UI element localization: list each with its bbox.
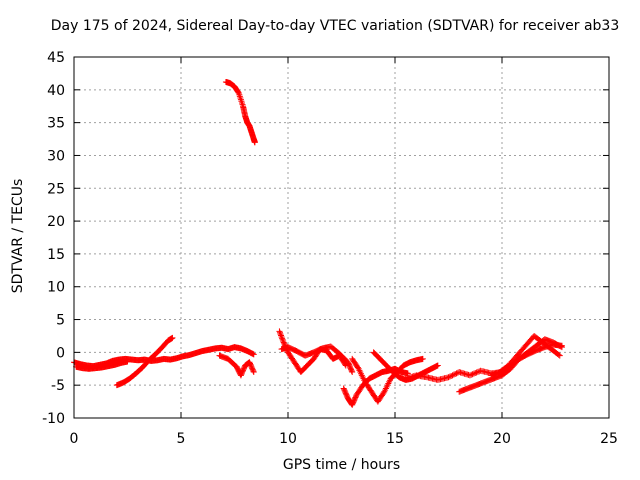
chart-title: Day 175 of 2024, Sidereal Day-to-day VTE… — [50, 18, 620, 34]
x-tick-label: 5 — [177, 431, 186, 447]
y-tick-label: 30 — [47, 148, 65, 164]
data-point — [448, 372, 455, 379]
y-tick-label: 0 — [56, 345, 65, 361]
data-point — [404, 370, 411, 377]
data-point — [449, 372, 456, 379]
x-tick-label: 0 — [70, 431, 79, 447]
y-tick-label: 5 — [56, 313, 65, 329]
y-tick-label: 35 — [47, 116, 65, 132]
data-point — [466, 372, 473, 379]
x-tick-label: 15 — [386, 431, 404, 447]
data-point — [349, 369, 356, 376]
data-point — [124, 358, 131, 365]
data-point — [276, 329, 283, 336]
data-points — [71, 78, 565, 408]
data-point — [250, 367, 257, 374]
y-tick-label: 45 — [47, 50, 65, 66]
plot-border — [73, 56, 610, 419]
grid — [74, 57, 609, 418]
data-point — [555, 351, 562, 358]
data-point — [419, 355, 426, 362]
data-point — [452, 371, 459, 378]
data-point — [276, 328, 283, 335]
y-tick-label: 25 — [47, 181, 65, 197]
x-tick-label: 25 — [600, 431, 618, 447]
data-point — [445, 374, 452, 381]
data-point — [474, 368, 481, 375]
data-point — [169, 334, 176, 341]
y-tick-label: -10 — [42, 411, 65, 427]
y-tick-label: 10 — [47, 280, 65, 296]
data-point — [279, 335, 286, 342]
y-tick-label: 40 — [47, 83, 65, 99]
y-tick-label: 15 — [47, 247, 65, 263]
data-point — [251, 139, 258, 146]
data-point — [468, 371, 475, 378]
x-tick-label: 20 — [493, 431, 511, 447]
plot-area — [74, 57, 609, 418]
data-point — [278, 332, 285, 339]
data-point — [558, 344, 565, 351]
y-axis-label: SDTVAR / TECUs — [10, 178, 26, 294]
data-point — [279, 336, 286, 343]
data-point — [280, 338, 287, 345]
data-point — [250, 369, 257, 376]
data-point — [348, 367, 355, 374]
data-point — [472, 370, 479, 377]
data-point — [557, 343, 564, 350]
ticks: -10 -5 0 5 10 15 20 25 30 35 40 45 0 5 10 15 20 25 — [42, 50, 618, 447]
data-point — [469, 371, 476, 378]
data-point — [446, 373, 453, 380]
data-point — [277, 331, 284, 338]
data-point — [450, 371, 457, 378]
data-point — [473, 369, 480, 376]
data-point — [556, 352, 563, 359]
y-tick-label: -5 — [51, 378, 65, 394]
data-point — [278, 333, 285, 340]
y-tick-label: 20 — [47, 214, 65, 230]
x-tick-label: 10 — [279, 431, 297, 447]
data-point — [434, 362, 441, 369]
data-point — [470, 370, 477, 377]
data-point — [250, 351, 257, 358]
x-axis-label: GPS time / hours — [282, 457, 401, 473]
data-point — [453, 370, 460, 377]
